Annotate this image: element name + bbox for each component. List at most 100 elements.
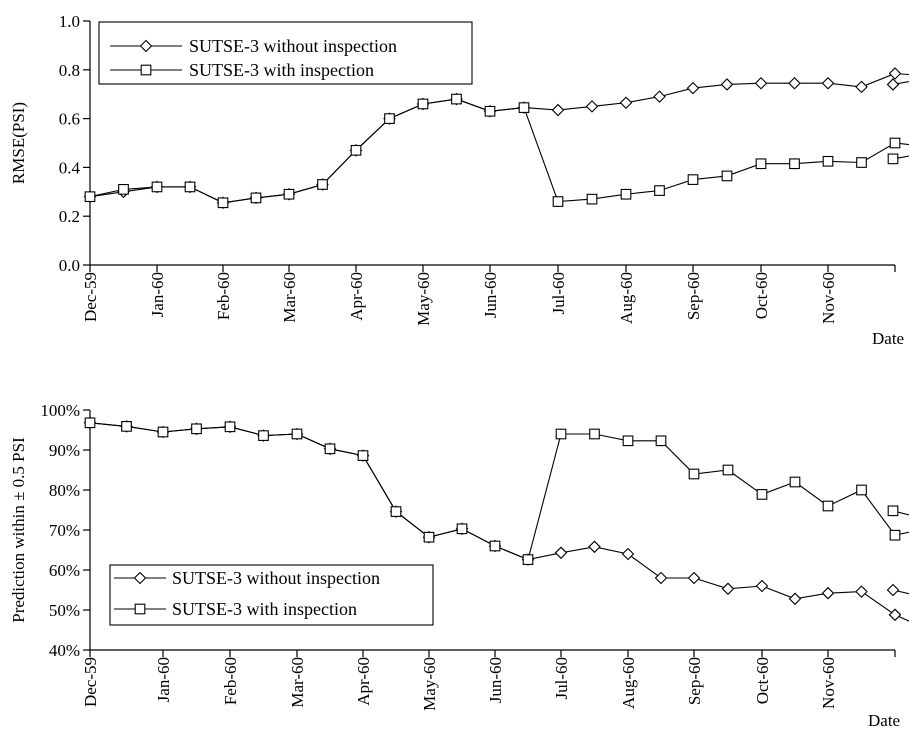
y-tick-label: 80% (49, 481, 80, 500)
data-point (350, 144, 362, 156)
series-line-with-inspection (89, 422, 909, 561)
data-point (250, 192, 262, 204)
legend-label: SUTSE-3 without inspection (189, 36, 397, 56)
y-tick-label: 100% (40, 401, 80, 420)
data-point (788, 592, 802, 606)
data-point (451, 93, 462, 105)
data-point (121, 421, 132, 432)
data-point (384, 113, 395, 124)
data-point (822, 500, 834, 512)
legend-marker (134, 603, 146, 615)
y-tick-label: 0.0 (59, 256, 80, 275)
x-tick-label: Aug-60 (619, 657, 638, 709)
data-point (856, 484, 867, 496)
data-point (258, 430, 269, 441)
data-point (887, 505, 899, 517)
data-point (755, 579, 769, 593)
data-point (886, 583, 900, 597)
data-point (721, 582, 735, 596)
x-tick-label: Dec-59 (81, 272, 100, 322)
x-tick-label: Oct-60 (753, 657, 772, 704)
y-tick-label: 0.8 (59, 61, 80, 80)
data-point (654, 185, 665, 196)
data-point (887, 153, 899, 165)
x-tick-label: Jun-60 (486, 657, 505, 703)
x-tick-label: Dec-59 (81, 657, 100, 707)
x-tick-label: Jan-60 (154, 657, 173, 702)
y-axis-title: Prediction within ± 0.5 PSI (9, 437, 28, 623)
x-tick-label: Aug-60 (617, 272, 636, 324)
data-point (518, 102, 530, 113)
data-point (687, 174, 699, 185)
data-point (821, 586, 835, 600)
x-tick-label: Apr-60 (354, 657, 373, 706)
data-point (184, 181, 196, 193)
data-point (755, 158, 767, 170)
legend-marker (133, 571, 147, 585)
series-line-without-inspection (89, 72, 909, 204)
data-point (889, 529, 901, 541)
data-point (224, 421, 236, 433)
y-tick-label: 0.2 (59, 207, 80, 226)
data-point (654, 571, 668, 585)
data-point (788, 76, 801, 90)
data-point (484, 105, 496, 117)
data-point (552, 196, 564, 207)
data-point (84, 191, 96, 203)
data-point (357, 450, 369, 461)
legend-marker (140, 64, 152, 76)
legend-label: SUTSE-3 with inspection (172, 599, 357, 619)
x-tick-label: Oct-60 (752, 272, 771, 319)
data-point (554, 546, 568, 560)
data-point (655, 435, 667, 447)
chart-1: 0.0 0.2 0.4 0.6 0.8 1.0 Dec-59 Jan-60 Feb-60 Mar-… (9, 12, 909, 348)
data-point (390, 506, 402, 517)
legend: SUTSE-3 without inspection SUTSE-3 with i… (109, 564, 434, 626)
data-point (317, 179, 328, 190)
series-line-with-inspection (89, 98, 909, 204)
data-point (756, 489, 768, 500)
legend-label: SUTSE-3 with inspection (189, 60, 374, 80)
data-point (620, 188, 632, 200)
data-point (855, 80, 868, 94)
data-point (888, 608, 902, 622)
data-point (151, 181, 163, 193)
data-point (721, 170, 733, 182)
y-tick-label: 0.6 (59, 110, 80, 129)
data-point (489, 540, 501, 552)
legend-label: SUTSE-3 without inspection (172, 568, 380, 588)
data-point (653, 90, 666, 103)
data-point (687, 571, 701, 585)
data-point (622, 435, 634, 447)
x-tick-label: Nov-60 (819, 657, 838, 709)
y-tick-label: 90% (49, 441, 80, 460)
x-tick-label: Jul-60 (549, 272, 568, 315)
y-axis-title: RMSE(PSI) (9, 102, 28, 184)
legend-marker (139, 39, 153, 53)
data-point (821, 76, 835, 90)
x-tick-label: Sep-60 (684, 272, 703, 320)
data-point (555, 428, 567, 440)
data-point (217, 197, 229, 209)
legend: SUTSE-3 without inspection SUTSE-3 with i… (98, 21, 473, 85)
x-tick-label: May-60 (414, 272, 433, 326)
x-tick-label: Jun-60 (481, 272, 500, 318)
data-point (118, 184, 129, 195)
x-tick-label: Feb-60 (221, 657, 240, 705)
data-point (621, 547, 635, 561)
y-tick-label: 70% (49, 521, 80, 540)
data-point (417, 98, 429, 110)
y-tick-label: 0.4 (59, 158, 81, 177)
y-tick-label: 50% (49, 601, 80, 620)
legend-box (109, 564, 434, 626)
x-axis-title: Date (868, 711, 900, 730)
legend-box (98, 21, 473, 85)
data-point (585, 100, 599, 113)
data-point (886, 78, 900, 91)
data-point (688, 468, 700, 480)
data-point (423, 531, 435, 543)
x-tick-label: Mar-60 (288, 657, 307, 708)
data-point (157, 426, 169, 438)
